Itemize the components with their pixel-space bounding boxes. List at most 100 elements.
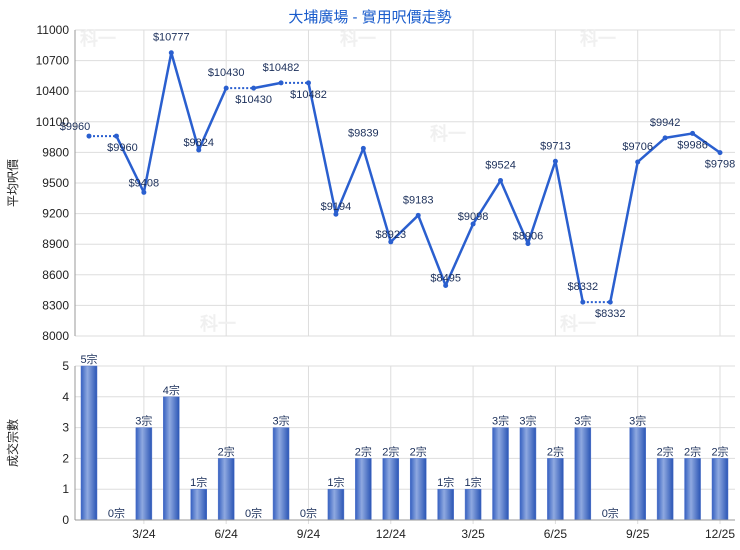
line-data-label: $8906 [513, 231, 544, 243]
line-point [388, 239, 394, 245]
line-segment [253, 81, 282, 90]
bar-data-label: 2宗 [410, 444, 427, 458]
bar-ytick-label: 4 [62, 390, 69, 404]
bar-data-label: 0宗 [245, 506, 262, 520]
bar-data-label: 2宗 [657, 444, 674, 458]
line-segment [389, 214, 420, 243]
bar [382, 458, 400, 521]
line-data-label: $9960 [60, 121, 91, 133]
line-ytick-label: 9800 [42, 145, 69, 159]
bar-data-label: 5宗 [80, 352, 97, 366]
line-data-label: $9942 [650, 117, 681, 129]
line-point [113, 133, 119, 139]
bar-data-label: 0宗 [108, 506, 125, 520]
line-point [470, 221, 476, 227]
line-segment [417, 214, 447, 286]
watermark: 科一 [80, 28, 116, 49]
line-segment [170, 52, 200, 151]
line-point [525, 241, 531, 247]
line-segment [609, 161, 639, 303]
line-ytick-label: 11000 [37, 23, 70, 37]
watermark: 科一 [430, 123, 466, 144]
bar [190, 488, 207, 521]
line-ytick-label: 10700 [36, 54, 70, 68]
bar-data-label: 2宗 [355, 444, 372, 458]
line-data-label: $9986 [677, 139, 708, 151]
line-data-label: $10430 [235, 94, 272, 106]
watermark: 科一 [580, 28, 616, 49]
bar-ytick-label: 0 [62, 513, 69, 527]
bar-data-label: 2宗 [382, 444, 399, 458]
bar-data-label: 2宗 [547, 444, 564, 458]
bar-ytick-label: 5 [62, 359, 69, 373]
line-point [333, 211, 339, 217]
line-segment [636, 136, 666, 163]
line-segment [526, 160, 557, 244]
bar [437, 488, 454, 521]
line-data-label: $9706 [622, 141, 653, 153]
line-ylabel: 平均呎價 [6, 159, 20, 207]
bar-xtick-label: 6/25 [544, 527, 568, 541]
bar-ylabel: 成交宗數 [5, 419, 20, 467]
line-point [86, 133, 92, 139]
bar-data-label: 2宗 [218, 444, 235, 458]
line-point [168, 50, 174, 56]
line-data-label: $8332 [568, 281, 599, 293]
line-point [223, 85, 229, 91]
line-point [141, 189, 147, 195]
line-data-label: $8923 [375, 229, 406, 241]
line-segment [197, 87, 228, 151]
bar-data-label: 3宗 [519, 414, 536, 428]
bar-xtick-label: 9/24 [297, 527, 321, 541]
line-point [662, 135, 668, 141]
bar-ytick-label: 1 [62, 482, 69, 496]
bar [135, 427, 153, 521]
line-point [305, 80, 311, 86]
watermark: 科一 [560, 313, 596, 334]
bar [492, 427, 509, 521]
line-point [251, 85, 257, 91]
line-data-label: $9713 [540, 140, 571, 152]
line-data-label: $9408 [129, 177, 160, 189]
line-point [196, 147, 202, 153]
line-segment [115, 135, 145, 193]
bar-ytick-label: 2 [62, 451, 69, 465]
line-data-label: $9798 [705, 159, 736, 171]
bar [656, 458, 674, 521]
bar-data-label: 1宗 [190, 475, 207, 489]
line-segment [334, 147, 365, 215]
line-point [498, 178, 504, 184]
bar-data-label: 4宗 [163, 383, 180, 397]
line-data-label: $9524 [485, 160, 516, 172]
bar-xtick-label: 12/24 [376, 527, 406, 541]
bar-data-label: 3宗 [135, 414, 152, 428]
bar-xtick-label: 6/24 [214, 527, 238, 541]
bar [80, 365, 98, 521]
line-ytick-label: 10100 [36, 115, 70, 129]
bar [272, 427, 290, 521]
bar-data-label: 1宗 [465, 475, 482, 489]
bar [464, 488, 482, 521]
line-data-label: $10777 [153, 32, 190, 44]
bar [547, 458, 564, 521]
line-ytick-label: 9200 [42, 207, 69, 221]
bar-xtick-label: 12/25 [705, 527, 735, 541]
line-segment [362, 148, 392, 243]
bar [355, 458, 372, 521]
line-ytick-label: 8000 [42, 329, 69, 343]
bar [574, 427, 592, 521]
line-point [635, 159, 641, 165]
line-data-label: $8332 [595, 308, 626, 320]
line-ytick-label: 10400 [36, 84, 70, 98]
line-segment [554, 161, 585, 303]
line-segment [444, 223, 475, 287]
line-point [443, 283, 449, 289]
bar-ytick-label: 3 [62, 421, 69, 435]
line-segment [664, 132, 693, 140]
bar-data-label: 1宗 [437, 475, 454, 489]
line-point [580, 299, 586, 305]
line-ytick-label: 8600 [42, 268, 69, 282]
bar [327, 488, 345, 521]
line-point [415, 212, 421, 218]
